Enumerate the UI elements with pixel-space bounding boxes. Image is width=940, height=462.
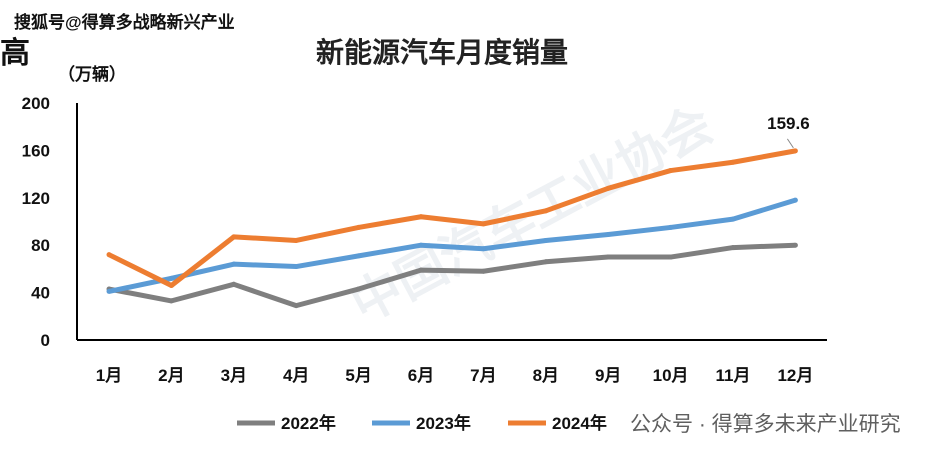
data-point (356, 286, 362, 292)
legend-label: 2024年 (552, 413, 607, 433)
data-point (543, 208, 549, 214)
y-axis-label: （万辆） (58, 64, 126, 84)
data-point (792, 242, 798, 248)
y-tick-label: 160 (22, 141, 50, 160)
source-watermark: 搜狐号@得算多战略新兴产业 (14, 13, 235, 32)
data-point (106, 252, 112, 258)
data-point (480, 246, 486, 252)
data-point (543, 259, 549, 265)
data-point (792, 197, 798, 203)
x-tick-label: 6月 (408, 366, 434, 385)
data-point (668, 224, 674, 230)
y-tick-label: 40 (31, 284, 50, 303)
bottom-watermark: 公众号 · 得算多未来产业研究 (630, 413, 901, 436)
data-point (231, 234, 237, 240)
legend-label: 2022年 (281, 413, 336, 433)
data-point (356, 224, 362, 230)
data-point (605, 185, 611, 191)
x-tick-label: 8月 (533, 366, 559, 385)
data-point (356, 253, 362, 259)
legend-label: 2023年 (416, 413, 471, 433)
y-tick-label: 120 (22, 189, 50, 208)
data-point (231, 261, 237, 267)
series-line-2023年 (108, 197, 797, 294)
y-tick-label: 0 (41, 331, 50, 350)
data-point (168, 282, 174, 288)
x-tick-label: 2月 (158, 366, 184, 385)
data-point (543, 237, 549, 243)
x-tick-label: 4月 (283, 366, 309, 385)
x-tick-label: 1月 (96, 366, 122, 385)
data-point (730, 216, 736, 222)
x-tick-label: 10月 (653, 366, 689, 385)
chart-title: 新能源汽车月度销量 (316, 36, 568, 68)
data-point (418, 242, 424, 248)
data-point (418, 267, 424, 273)
data-point (480, 268, 486, 274)
data-point (168, 275, 174, 281)
y-tick-label: 200 (22, 94, 50, 113)
x-tick-label: 5月 (345, 366, 371, 385)
data-point (106, 288, 112, 294)
data-point (730, 159, 736, 165)
data-point (293, 237, 299, 243)
x-tick-label: 7月 (470, 366, 496, 385)
x-tick-label: 12月 (777, 366, 813, 385)
data-point (293, 303, 299, 309)
data-point (668, 168, 674, 174)
series-line-2022年 (108, 242, 796, 309)
series-line-2024年 (107, 148, 796, 288)
x-tick-label: 11月 (716, 366, 751, 385)
annotation-leader (786, 138, 794, 149)
cropped-text: 高 (0, 37, 30, 70)
data-point (480, 221, 486, 227)
data-point (792, 148, 798, 154)
data-label: 159.6 (767, 114, 810, 133)
y-tick-label: 80 (31, 236, 50, 255)
data-point (168, 298, 174, 304)
x-tick-label: 3月 (221, 366, 247, 385)
data-point (293, 264, 299, 270)
data-point (730, 245, 736, 251)
x-tick-label: 9月 (595, 366, 621, 385)
data-point (231, 281, 237, 287)
data-point (605, 254, 611, 260)
data-point (668, 254, 674, 260)
data-point (605, 232, 611, 238)
data-point (418, 214, 424, 220)
